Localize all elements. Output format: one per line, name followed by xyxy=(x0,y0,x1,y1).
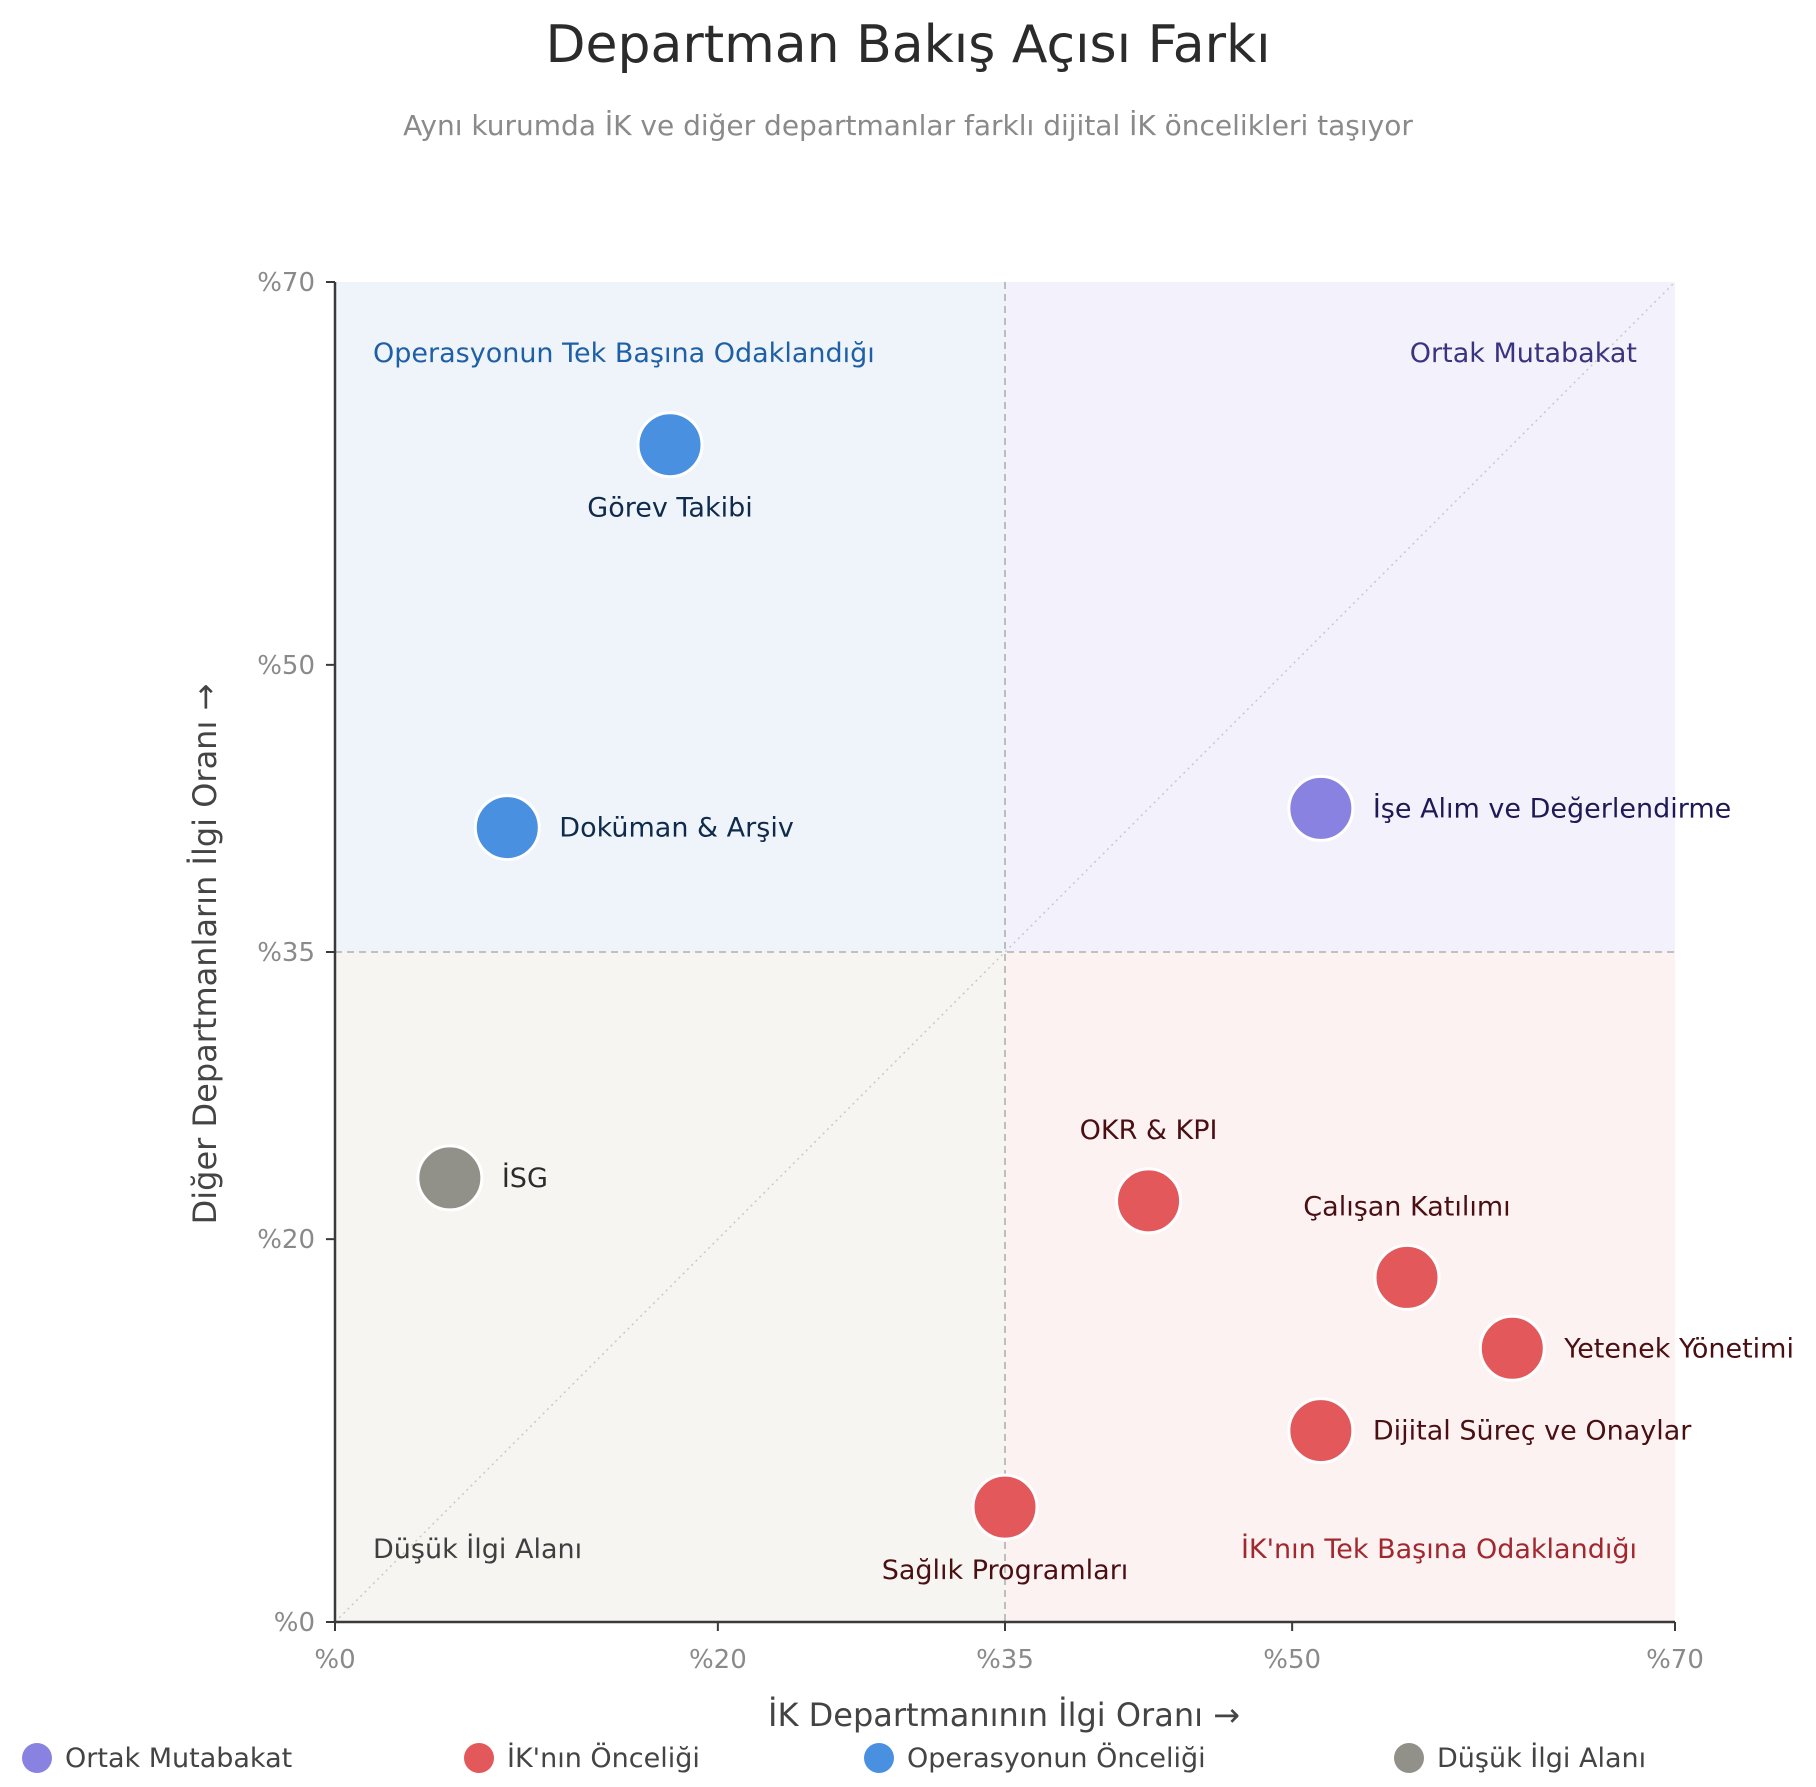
x-tick-label: %35 xyxy=(976,1645,1034,1675)
data-point xyxy=(1287,1397,1355,1465)
y-axis-label: Diğer Departmanların İlgi Oranı → xyxy=(186,684,224,1225)
data-point-label: Doküman & Arşiv xyxy=(559,813,794,844)
quadrant-top-left xyxy=(335,282,1005,952)
data-point-label: Sağlık Programları xyxy=(882,1555,1129,1586)
chart-title: Departman Bakış Açısı Farkı xyxy=(545,15,1270,75)
data-point xyxy=(1478,1314,1546,1382)
data-point-label: Çalışan Katılımı xyxy=(1303,1191,1510,1222)
y-tick-label: %35 xyxy=(257,938,315,968)
x-tick-label: %20 xyxy=(689,1645,747,1675)
quadrant-backgrounds xyxy=(335,282,1675,1622)
point-labels: İşe Alım ve Değerlendirme OKR & KPI Çalışa… xyxy=(502,493,1794,1586)
y-tick-label: %20 xyxy=(257,1225,315,1255)
data-point-label: İşe Alım ve Değerlendirme xyxy=(1373,792,1731,824)
data-point-label: OKR & KPI xyxy=(1080,1115,1218,1146)
legend: Ortak Mutabakat İK'nın Önceliği Operasyonu… xyxy=(22,1742,1646,1774)
data-point xyxy=(473,794,541,862)
x-tick-label: %70 xyxy=(1646,1645,1704,1675)
x-tick-label: %0 xyxy=(314,1645,355,1675)
x-tick-label: %50 xyxy=(1263,1645,1321,1675)
data-point xyxy=(1115,1167,1183,1235)
legend-marker xyxy=(464,1743,494,1773)
y-tick-label: %50 xyxy=(257,651,315,681)
quadrant-bottom-right xyxy=(1005,952,1675,1622)
data-point xyxy=(1373,1243,1441,1311)
diagonal-reference-line xyxy=(334,281,1676,1623)
quadrant-label-bottom-right: İK'nın Tek Başına Odaklandığı xyxy=(1241,1533,1637,1565)
data-point-label: Yetenek Yönetimi xyxy=(1563,1333,1794,1364)
data-point xyxy=(416,1144,484,1212)
y-tick-label: %0 xyxy=(274,1608,315,1638)
x-axis-label: İK Departmanının İlgi Oranı → xyxy=(768,1696,1240,1734)
legend-marker xyxy=(864,1743,894,1773)
data-points xyxy=(416,411,1546,1541)
data-point xyxy=(971,1473,1039,1541)
reference-lines xyxy=(334,281,1676,1623)
legend-marker xyxy=(1394,1743,1424,1773)
y-tick-label: %70 xyxy=(257,268,315,298)
quadrant-label-top-left: Operasyonun Tek Başına Odaklandığı xyxy=(373,338,875,369)
data-point xyxy=(1287,774,1355,842)
data-point-label: İSG xyxy=(502,1162,548,1194)
quadrant-label-top-right: Ortak Mutabakat xyxy=(1410,338,1637,369)
axes xyxy=(326,281,1676,1631)
legend-label: İK'nın Önceliği xyxy=(507,1742,700,1774)
quadrant-labels: Operasyonun Tek Başına Odaklandığı Ortak … xyxy=(373,338,1637,1565)
data-point-label: Dijital Süreç ve Onaylar xyxy=(1373,1416,1692,1447)
legend-label: Düşük İlgi Alanı xyxy=(1437,1742,1646,1774)
legend-marker xyxy=(22,1743,52,1773)
chart-subtitle: Aynı kurumda İK ve diğer departmanlar fa… xyxy=(403,109,1413,142)
data-point xyxy=(636,411,704,479)
legend-label: Ortak Mutabakat xyxy=(65,1743,292,1774)
legend-label: Operasyonun Önceliği xyxy=(907,1742,1206,1774)
tick-labels: %0 %20 %35 %50 %70 %0 %20 %35 %50 %70 xyxy=(257,268,1704,1675)
data-point-label: Görev Takibi xyxy=(587,493,752,524)
quadrant-label-bottom-left: Düşük İlgi Alanı xyxy=(373,1533,582,1565)
